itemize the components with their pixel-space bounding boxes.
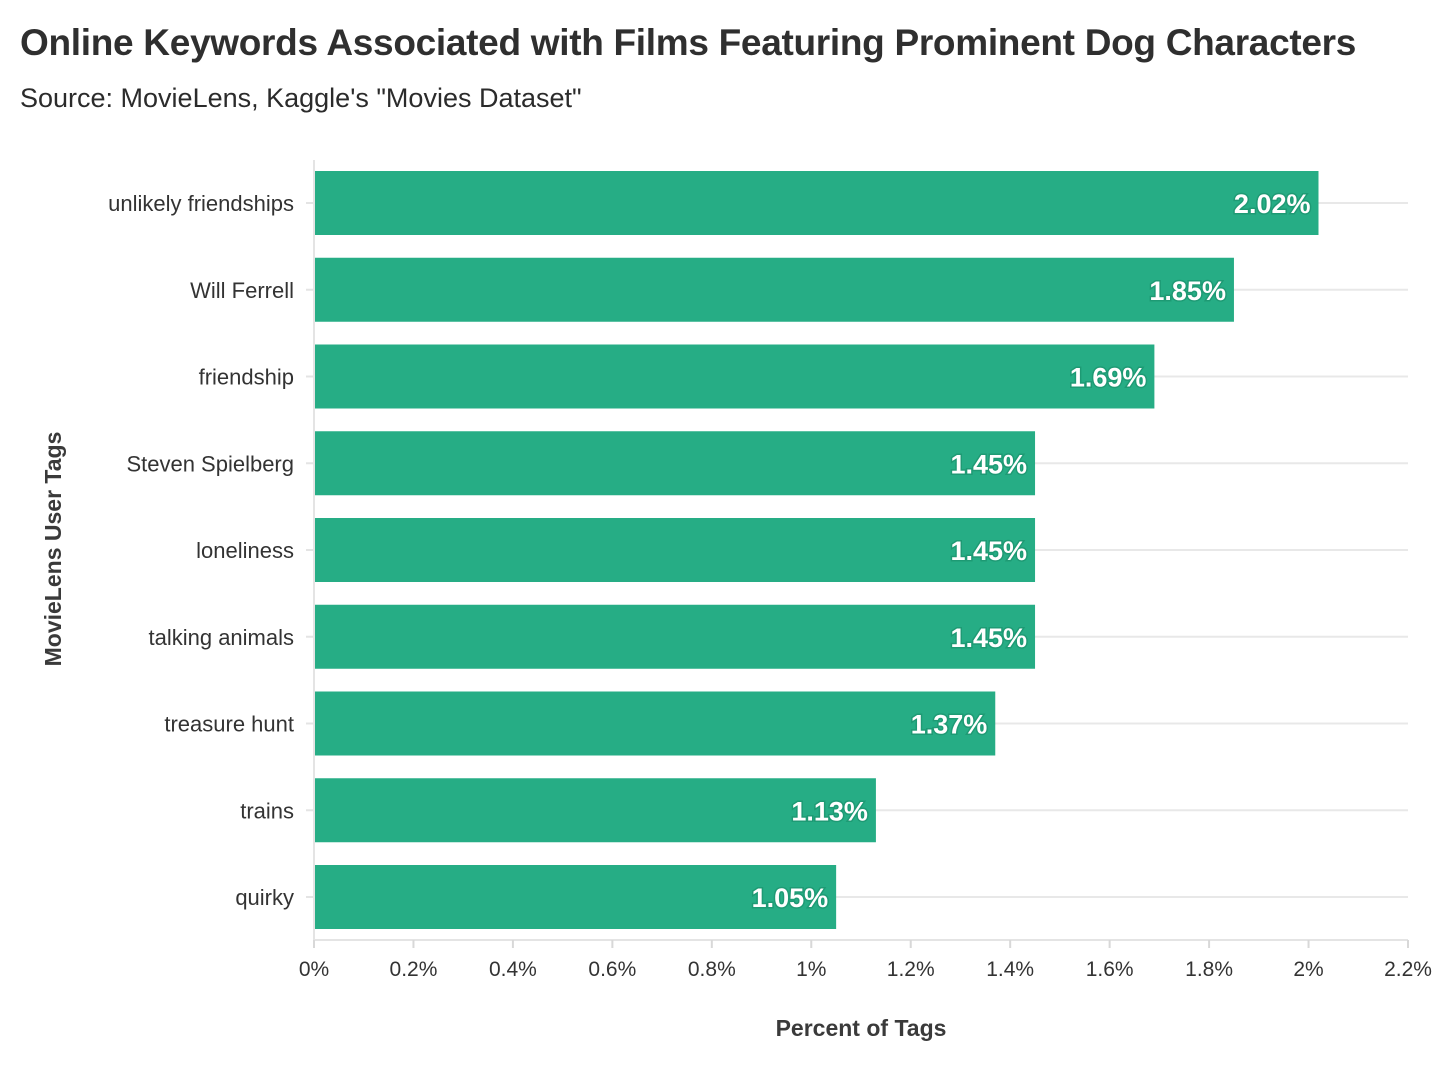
bar xyxy=(314,171,1319,235)
x-tick-label: 1.8% xyxy=(1185,958,1233,981)
chart-title: Online Keywords Associated with Films Fe… xyxy=(20,22,1357,63)
value-label: 1.37% xyxy=(911,710,988,740)
x-tick-label: 0.6% xyxy=(588,958,636,981)
value-label: 1.69% xyxy=(1070,363,1147,393)
chart-subtitle: Source: MovieLens, Kaggle's "Movies Data… xyxy=(20,83,582,113)
x-tick-label: 2% xyxy=(1293,958,1323,981)
category-label: Will Ferrell xyxy=(190,278,294,303)
labels: unlikely friendships 2.02% Will Ferrell 1.8… xyxy=(108,188,1432,982)
x-tick-label: 0.2% xyxy=(390,958,438,981)
value-label: 1.45% xyxy=(950,449,1027,479)
axes xyxy=(306,160,1409,948)
x-tick-label: 2.2% xyxy=(1384,958,1432,981)
category-label: trains xyxy=(240,798,294,823)
category-label: unlikely friendships xyxy=(108,191,294,216)
x-tick-label: 0% xyxy=(299,958,329,981)
bar xyxy=(314,865,837,929)
x-tick-label: 1.2% xyxy=(887,958,935,981)
category-label: talking animals xyxy=(148,625,294,650)
bar xyxy=(314,604,1036,669)
bar xyxy=(314,691,996,756)
x-tick-label: 1.4% xyxy=(986,958,1034,981)
category-label: loneliness xyxy=(196,538,294,563)
bars xyxy=(314,171,1319,929)
value-label: 1.45% xyxy=(950,536,1027,566)
y-axis-title: MovieLens User Tags xyxy=(40,432,66,667)
x-tick-label: 1.6% xyxy=(1086,958,1134,981)
x-tick-label: 0.4% xyxy=(489,958,537,981)
value-label: 1.05% xyxy=(752,883,829,913)
x-axis-title: Percent of Tags xyxy=(776,1015,947,1041)
x-tick-label: 0.8% xyxy=(688,958,736,981)
bar xyxy=(314,431,1036,496)
bar xyxy=(314,344,1155,409)
bar xyxy=(314,778,876,843)
category-label: quirky xyxy=(235,885,294,910)
value-label: 1.85% xyxy=(1149,276,1226,306)
category-label: treasure hunt xyxy=(164,712,294,737)
value-label: 2.02% xyxy=(1234,189,1311,219)
bar xyxy=(314,518,1036,582)
category-label: Steven Spielberg xyxy=(126,451,294,476)
category-label: friendship xyxy=(199,365,294,390)
value-label: 1.45% xyxy=(950,623,1027,653)
value-label: 1.13% xyxy=(791,796,868,826)
bar xyxy=(314,257,1234,322)
x-tick-label: 1% xyxy=(796,958,826,981)
